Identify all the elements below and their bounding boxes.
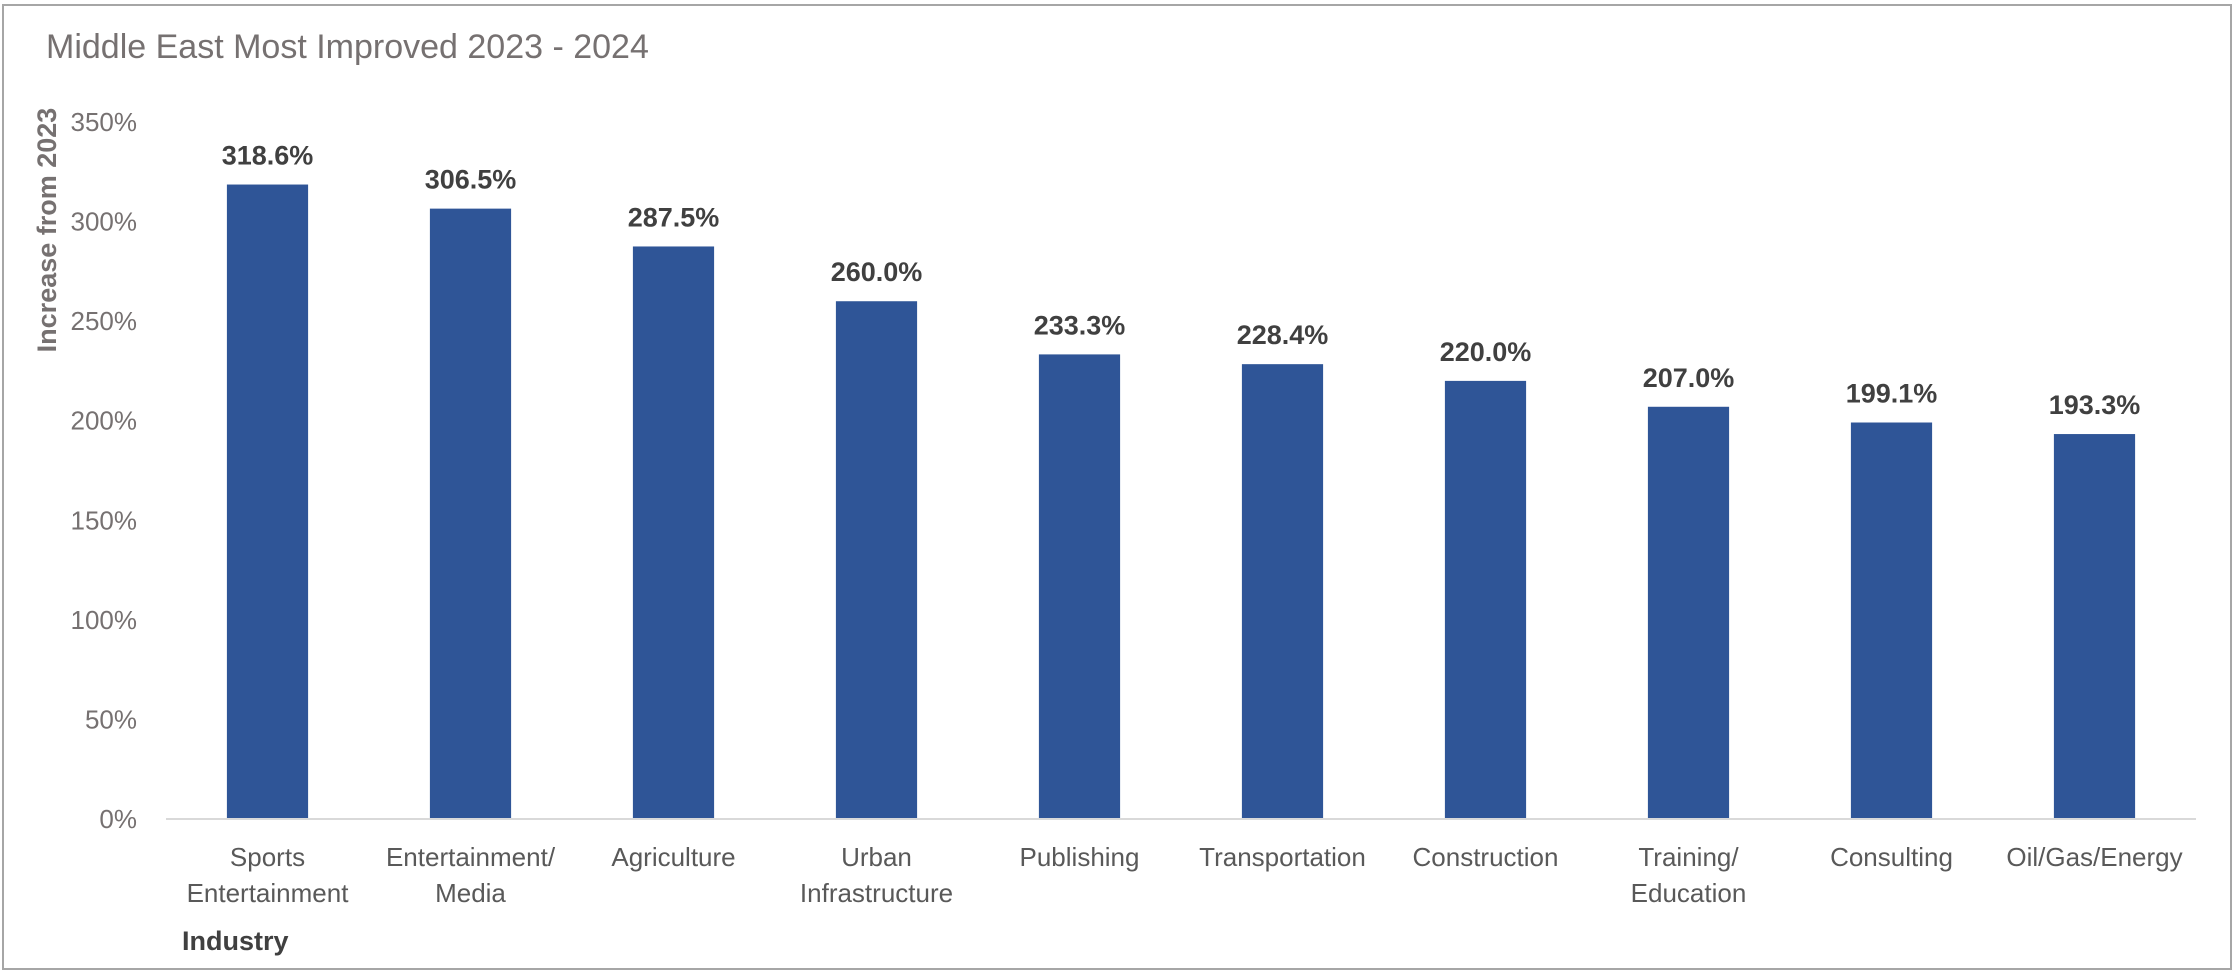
category-label: Publishing [1020,842,1140,872]
category-label: Consulting [1830,842,1953,872]
category-label: Construction [1413,842,1559,872]
y-tick-label: 50% [85,704,137,734]
data-label: 228.4% [1237,320,1329,350]
category-label: Transportation [1199,842,1366,872]
y-tick-label: 350% [71,107,138,137]
data-label: 287.5% [628,202,720,232]
data-label: 233.3% [1034,310,1126,340]
category-label: Sports Entertainment [187,842,350,908]
bar [429,208,512,819]
data-labels: 318.6% 306.5% 287.5% 260.0% 233.3% 228.4% 220.… [222,141,2141,421]
data-label: 220.0% [1440,337,1532,367]
category-label: Urban Infrastructure [800,842,953,908]
bar [2053,434,2136,819]
bar [1038,354,1121,819]
bars [226,184,2136,819]
bar [226,184,309,819]
category-label: Agriculture [611,842,735,872]
category-labels: Sports Entertainment Entertainment/Media Ag… [187,842,2183,908]
x-axis-label: Industry [182,926,289,956]
bar [632,246,715,819]
y-tick-label: 0% [99,804,137,834]
data-label: 207.0% [1643,363,1735,393]
y-tick-label: 100% [71,605,138,635]
y-axis-ticks: 0% 50% 100% 150% 200% 250% 300% 350% [71,107,138,834]
y-tick-label: 250% [71,306,138,336]
data-label: 199.1% [1846,379,1938,409]
bar [1444,380,1527,819]
chart-title: Middle East Most Improved 2023 - 2024 [46,28,649,66]
y-tick-label: 200% [71,406,138,436]
data-label: 193.3% [2049,390,2141,420]
category-label: Entertainment/Media [386,842,556,908]
data-label: 306.5% [425,165,517,195]
bar [1850,422,1933,819]
bar [1647,406,1730,819]
bar [1241,364,1324,819]
category-label: Training/Education [1631,842,1747,908]
y-tick-label: 150% [71,505,138,535]
data-label: 318.6% [222,141,314,171]
data-label: 260.0% [831,257,923,287]
y-tick-label: 300% [71,207,138,237]
bar [835,301,918,819]
y-axis-label: Increase from 2023 [32,108,62,353]
category-label: Oil/Gas/Energy [2006,842,2182,872]
